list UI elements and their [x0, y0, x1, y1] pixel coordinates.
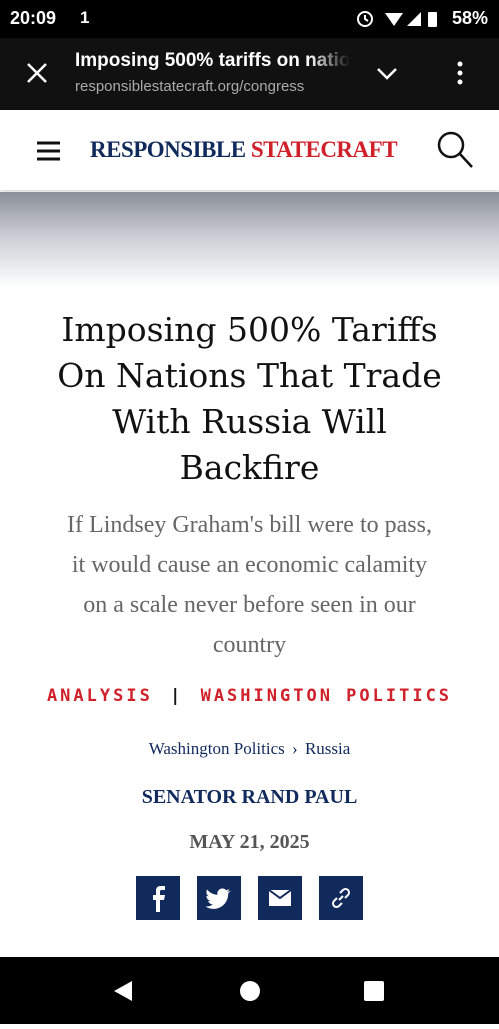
home-button[interactable]: [240, 981, 260, 1001]
site-header: RESPONSIBLE STATECRAFT: [0, 110, 499, 190]
date: MAY 21, 2025: [189, 831, 310, 853]
page-title: Imposing 500% tariffs on nations that tr…: [75, 50, 350, 71]
category-link[interactable]: ANALYSIS: [46, 686, 153, 706]
share-twitter[interactable]: [197, 876, 241, 920]
headline-line: On Nations That Trade: [57, 356, 442, 395]
headline-line: Backfire: [179, 448, 320, 487]
subtitle-line: country: [212, 632, 287, 658]
logo-part: RESPONSIBLE: [90, 137, 246, 162]
headline-line: With Russia Will: [112, 402, 387, 441]
browser-bar: Imposing 500% tariffs on nations that tr…: [0, 38, 499, 110]
menu-button[interactable]: [455, 60, 465, 86]
page-url: responsiblestatecraft.org/congress: [75, 78, 305, 95]
breadcrumb: Washington Politics › Russia: [0, 739, 499, 759]
headline-line: Imposing 500% Tariffs: [61, 310, 438, 349]
close-button[interactable]: [26, 62, 48, 84]
recents-button[interactable]: [364, 981, 384, 1001]
categories: ANALYSIS | WASHINGTON POLITICS: [0, 686, 499, 706]
share-email[interactable]: [258, 876, 302, 920]
author[interactable]: SENATOR RAND PAUL: [141, 786, 358, 808]
logo-part: STATECRAFT: [250, 137, 398, 162]
signal-label: 1: [80, 8, 90, 27]
nav-buttons: [114, 981, 384, 1001]
battery: 58%: [452, 8, 489, 28]
expand-button[interactable]: [375, 66, 399, 82]
time: 20:09: [10, 8, 57, 28]
back-button[interactable]: [114, 981, 132, 1001]
hamburger-menu[interactable]: [37, 141, 61, 161]
share-link[interactable]: [319, 876, 363, 920]
breadcrumb-link[interactable]: Washington Politics: [148, 739, 285, 758]
separator: ›: [292, 739, 298, 758]
status-bar: 20:09 1 58%: [0, 0, 499, 38]
status-icons: [357, 11, 437, 27]
share-facebook[interactable]: [136, 876, 180, 920]
breadcrumb-link[interactable]: Russia: [304, 739, 351, 758]
separator: |: [170, 686, 184, 706]
headline: Imposing 500% Tariffs On Nations That Tr…: [0, 307, 499, 491]
category-link[interactable]: WASHINGTON POLITICS: [200, 686, 453, 706]
subtitle: If Lindsey Graham's bill were to pass, i…: [0, 505, 499, 665]
search-button[interactable]: [436, 130, 474, 170]
hero-image: [0, 192, 499, 287]
logo[interactable]: RESPONSIBLE STATECRAFT: [90, 137, 398, 163]
subtitle-line: If Lindsey Graham's bill were to pass,: [67, 512, 432, 538]
subtitle-line: it would cause an economic calamity: [71, 552, 428, 578]
navigation-bar: [0, 957, 499, 1024]
subtitle-line: on a scale never before seen in our: [83, 592, 416, 618]
